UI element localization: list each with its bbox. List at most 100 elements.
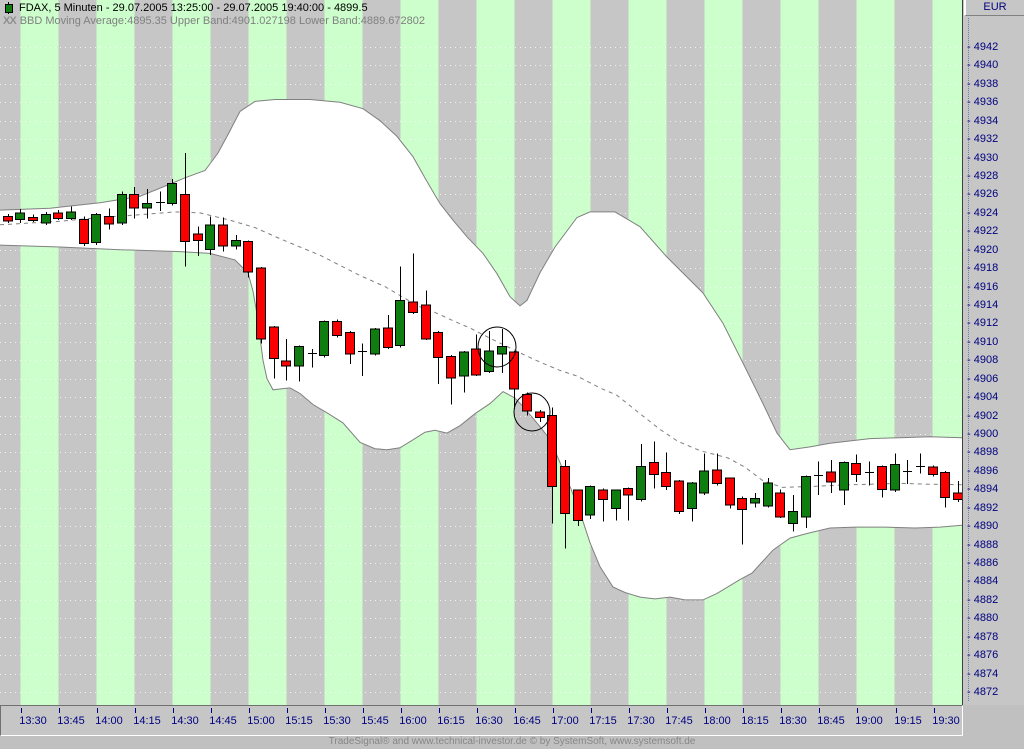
- time-axis-label: 13:45: [57, 715, 85, 727]
- time-axis-label: 17:15: [589, 715, 617, 727]
- time-axis-tick: [857, 708, 858, 713]
- candle-body-down: [623, 487, 633, 496]
- time-axis-tick: [591, 708, 592, 713]
- time-axis-tick: [211, 708, 212, 713]
- candle-body-up: [319, 321, 329, 357]
- session-stripe: [932, 0, 962, 705]
- price-axis-label: - 4930: [967, 151, 999, 164]
- time-axis-label: 17:45: [665, 715, 693, 727]
- candle-body-up: [205, 224, 215, 251]
- candle-body-up: [294, 346, 304, 367]
- candle-body-down: [928, 466, 938, 476]
- indicator-status-bar: XX BBD Moving Average:4895.35 Upper Band…: [3, 15, 425, 27]
- time-axis-label: 15:45: [361, 715, 389, 727]
- candle-body-down: [775, 492, 785, 518]
- price-axis-label: - 4878: [967, 630, 999, 643]
- candle-body-down: [851, 463, 861, 476]
- candle-body-down: [598, 489, 608, 500]
- candle-body-down: [180, 193, 190, 242]
- chart-plot-area[interactable]: [0, 0, 962, 705]
- price-axis-label: - 4918: [967, 262, 999, 275]
- time-axis-tick: [21, 708, 22, 713]
- time-axis-tick: [97, 708, 98, 713]
- candle-body-down: [193, 233, 203, 242]
- candle-body-down: [674, 480, 684, 512]
- time-axis-tick: [439, 708, 440, 713]
- time-axis-label: 14:00: [95, 715, 123, 727]
- candle-body-up: [370, 328, 380, 355]
- price-axis-label: - 4906: [967, 372, 999, 385]
- candle-body-up: [395, 299, 405, 347]
- candle-body-down: [421, 304, 431, 340]
- candle-body-down: [573, 489, 583, 522]
- candle-body-down: [446, 356, 456, 379]
- candle-body-down: [408, 301, 418, 313]
- time-axis-label: 14:30: [171, 715, 199, 727]
- price-axis-label: - 4926: [967, 188, 999, 201]
- session-stripe: [96, 0, 135, 705]
- candle-body-down: [129, 193, 139, 209]
- price-axis-label: - 4938: [967, 77, 999, 90]
- price-axis-label: - 4928: [967, 170, 999, 182]
- price-axis-label: - 4912: [967, 317, 999, 330]
- time-axis-tick: [363, 708, 364, 713]
- price-axis-label: - 4876: [967, 649, 999, 662]
- candle-body-down: [940, 472, 950, 499]
- candle-body-up: [585, 486, 595, 516]
- candle-body-up: [142, 203, 152, 209]
- candle-body-up: [91, 214, 101, 243]
- price-axis-label: - 4908: [967, 354, 999, 367]
- candle-body-down: [560, 465, 570, 514]
- candle-body-up: [699, 470, 709, 494]
- candle-body-down: [281, 360, 291, 367]
- price-axis-label: - 4884: [967, 575, 999, 588]
- session-stripe: [780, 0, 819, 705]
- candle-body-down: [345, 332, 355, 355]
- price-axis-label: - 4888: [967, 538, 999, 551]
- price-axis-label: - 4874: [967, 667, 999, 680]
- time-axis-label: 18:45: [817, 715, 845, 727]
- time-axis-tick: [743, 708, 744, 713]
- time-axis-label: 14:15: [133, 715, 161, 727]
- price-axis-label: - 4886: [967, 557, 999, 569]
- price-axis-label: - 4882: [967, 593, 999, 606]
- candle-body-down: [522, 393, 532, 412]
- time-axis-tick: [173, 708, 174, 713]
- time-axis-tick: [477, 708, 478, 713]
- time-axis-label: 15:15: [285, 715, 313, 727]
- candle-body-down: [218, 224, 228, 247]
- indicator-values: BBD Moving Average:4895.35 Upper Band:49…: [19, 15, 425, 27]
- candle-body-down: [383, 327, 393, 348]
- time-axis-label: 15:00: [247, 715, 275, 727]
- candle-body-down: [877, 465, 887, 490]
- candle-body-up: [750, 498, 760, 504]
- time-axis-label: 17:30: [627, 715, 655, 727]
- candle-body-down: [953, 492, 962, 500]
- candle-body-up: [15, 212, 25, 220]
- time-axis-tick: [705, 708, 706, 713]
- candle-body-down: [471, 348, 481, 376]
- time-axis-tick: [515, 708, 516, 713]
- candle-body-up: [611, 489, 621, 510]
- candle-body-up: [459, 351, 469, 377]
- price-axis-label: - 4924: [967, 206, 999, 219]
- price-axis-label: - 4932: [967, 133, 999, 146]
- time-axis-label: 15:30: [323, 715, 351, 727]
- time-axis-tick: [667, 708, 668, 713]
- candle-body-up: [839, 462, 849, 491]
- candle-body-up: [231, 240, 241, 247]
- time-axis-tick: [781, 708, 782, 713]
- price-axis-label: - 4914: [967, 299, 999, 311]
- price-axis-label: - 4942: [967, 41, 999, 53]
- candle-body-down: [269, 326, 279, 359]
- candle-body-up: [117, 193, 127, 224]
- time-axis-tick: [896, 708, 897, 713]
- time-axis[interactable]: 13:30 13:45 14:00 14:15 14:30 14:45 15:00 15:15…: [0, 705, 963, 736]
- candle-body-down: [243, 240, 253, 273]
- price-axis-label: - 4920: [967, 243, 999, 256]
- time-axis-label: 18:00: [703, 715, 731, 727]
- time-axis-label: 18:30: [779, 715, 807, 727]
- price-axis[interactable]: EUR - 4942 - 4940 - 4938 - 4936 - 4934 - 4932…: [962, 0, 1024, 705]
- price-axis-label: - 4916: [967, 280, 999, 293]
